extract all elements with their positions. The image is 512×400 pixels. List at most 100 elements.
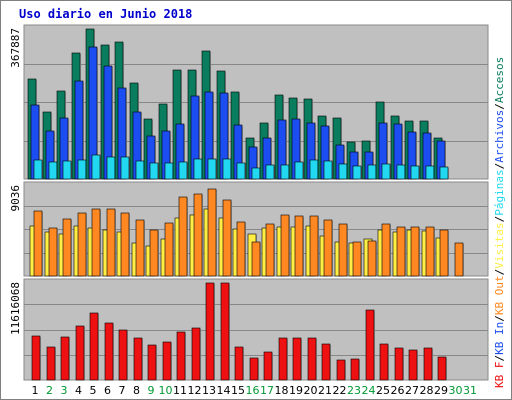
bar-kb-f-day-15 (234, 346, 244, 381)
bar-p-ginas-day-12 (193, 158, 203, 180)
bar-kb-out-day-20 (309, 215, 319, 277)
bar-kb-out-day-8 (135, 219, 145, 277)
bar-p-ginas-day-24 (367, 164, 377, 180)
bar-p-ginas-day-25 (381, 163, 391, 180)
bar-p-ginas-day-20 (309, 159, 319, 180)
bar-kb-out-day-1 (33, 210, 43, 277)
x-tick-label-day-24: 24 (362, 384, 376, 397)
bar-p-ginas-day-26 (396, 164, 406, 180)
bar-kb-out-day-30 (454, 242, 464, 277)
x-tick-label-day-27: 27 (405, 384, 419, 397)
bar-kb-f-day-12 (191, 327, 201, 381)
bar-p-ginas-day-16 (251, 167, 261, 180)
legend-separator: / (493, 163, 506, 170)
bar-kb-f-day-18 (278, 337, 288, 381)
bar-kb-f-day-6 (104, 322, 114, 381)
bar-kb-out-day-13 (207, 188, 217, 277)
bar-kb-out-day-29 (439, 229, 449, 277)
legend-right: KB F/KB In/KB Out/Visitas/Páginas/Archiv… (493, 57, 506, 388)
bar-kb-out-day-4 (77, 212, 87, 277)
bar-kb-out-day-10 (164, 222, 174, 277)
x-tick-label-day-7: 7 (119, 384, 126, 397)
bar-kb-f-day-17 (263, 351, 273, 381)
x-tick-label-day-5: 5 (90, 384, 97, 397)
x-tick-label-day-8: 8 (133, 384, 140, 397)
bar-kb-f-day-22 (336, 359, 346, 381)
panel-2-y-tick-label: 9036 (9, 185, 22, 212)
legend-separator: / (493, 355, 506, 362)
legend-item-kb-f: KB F (493, 362, 506, 389)
bar-kb-out-day-16 (251, 241, 261, 277)
bar-kb-out-day-28 (425, 226, 435, 277)
x-tick-label-day-21: 21 (318, 384, 332, 397)
x-tick-label-day-11: 11 (173, 384, 187, 397)
bar-kb-out-day-22 (338, 223, 348, 277)
bar-kb-out-day-3 (62, 218, 72, 277)
bar-p-ginas-day-28 (425, 165, 435, 180)
bar-p-ginas-day-19 (294, 161, 304, 180)
bar-kb-f-day-24 (365, 309, 375, 381)
bar-kb-f-day-20 (307, 337, 317, 381)
bar-kb-out-day-9 (149, 229, 159, 277)
x-tick-label-day-28: 28 (420, 384, 434, 397)
bar-kb-f-day-5 (89, 312, 99, 381)
bar-p-ginas-day-10 (164, 162, 174, 180)
bar-kb-f-day-4 (75, 325, 85, 381)
bar-kb-f-day-21 (321, 343, 331, 381)
bar-p-ginas-day-17 (265, 164, 275, 180)
x-tick-label-day-15: 15 (231, 384, 245, 397)
x-tick-label-day-30: 30 (449, 384, 463, 397)
bar-p-ginas-day-14 (222, 158, 232, 180)
bar-p-ginas-day-5 (91, 154, 101, 180)
bar-p-ginas-day-2 (48, 161, 58, 180)
bar-kb-f-day-10 (162, 341, 172, 381)
bar-kb-out-day-14 (222, 199, 232, 277)
x-tick-label-day-3: 3 (61, 384, 68, 397)
x-tick-label-day-31: 31 (463, 384, 477, 397)
x-tick-label-day-13: 13 (202, 384, 216, 397)
x-tick-label-day-19: 19 (289, 384, 303, 397)
bar-kb-out-day-17 (265, 223, 275, 277)
bar-kb-out-day-6 (106, 208, 116, 277)
legend-item-kb-in: KB In (493, 322, 506, 355)
bar-kb-f-day-3 (60, 336, 70, 381)
x-tick-label-day-6: 6 (104, 384, 111, 397)
x-tick-label-day-29: 29 (434, 384, 448, 397)
bar-kb-f-day-28 (423, 347, 433, 381)
x-tick-label-day-23: 23 (347, 384, 361, 397)
bar-p-ginas-day-29 (439, 166, 449, 180)
bar-kb-out-day-25 (381, 223, 391, 277)
bar-kb-out-day-7 (120, 212, 130, 277)
legend-item-visitas: Visitas (493, 222, 506, 268)
bar-kb-out-day-12 (193, 193, 203, 277)
x-tick-label-day-14: 14 (217, 384, 231, 397)
bar-p-ginas-day-3 (62, 160, 72, 180)
legend-item-p-ginas: Páginas (493, 169, 506, 215)
bar-kb-out-day-2 (48, 227, 58, 277)
legend-separator: / (493, 269, 506, 276)
legend-separator: / (493, 103, 506, 110)
bar-p-ginas-day-21 (323, 160, 333, 180)
bar-p-ginas-day-8 (135, 160, 145, 180)
bar-kb-f-day-29 (437, 356, 447, 381)
bar-kb-f-day-8 (133, 337, 143, 381)
x-tick-label-day-10: 10 (159, 384, 173, 397)
bar-kb-out-day-15 (236, 221, 246, 277)
bar-kb-f-day-26 (394, 347, 404, 381)
bar-p-ginas-day-23 (352, 165, 362, 180)
legend-item-archivos: Archivos (493, 110, 506, 163)
x-tick-label-day-18: 18 (275, 384, 289, 397)
bar-kb-f-day-13 (205, 282, 215, 381)
bar-kb-f-day-14 (220, 282, 230, 381)
x-tick-label-day-9: 9 (148, 384, 155, 397)
x-tick-label-day-12: 12 (188, 384, 202, 397)
bar-p-ginas-day-6 (106, 156, 116, 180)
bar-p-ginas-day-18 (280, 164, 290, 180)
bar-kb-out-day-11 (178, 196, 188, 277)
bar-kb-out-day-19 (294, 215, 304, 277)
x-tick-label-day-20: 20 (304, 384, 318, 397)
bar-kb-f-day-11 (176, 331, 186, 381)
x-tick-label-day-2: 2 (46, 384, 53, 397)
bar-kb-out-day-23 (352, 241, 362, 277)
